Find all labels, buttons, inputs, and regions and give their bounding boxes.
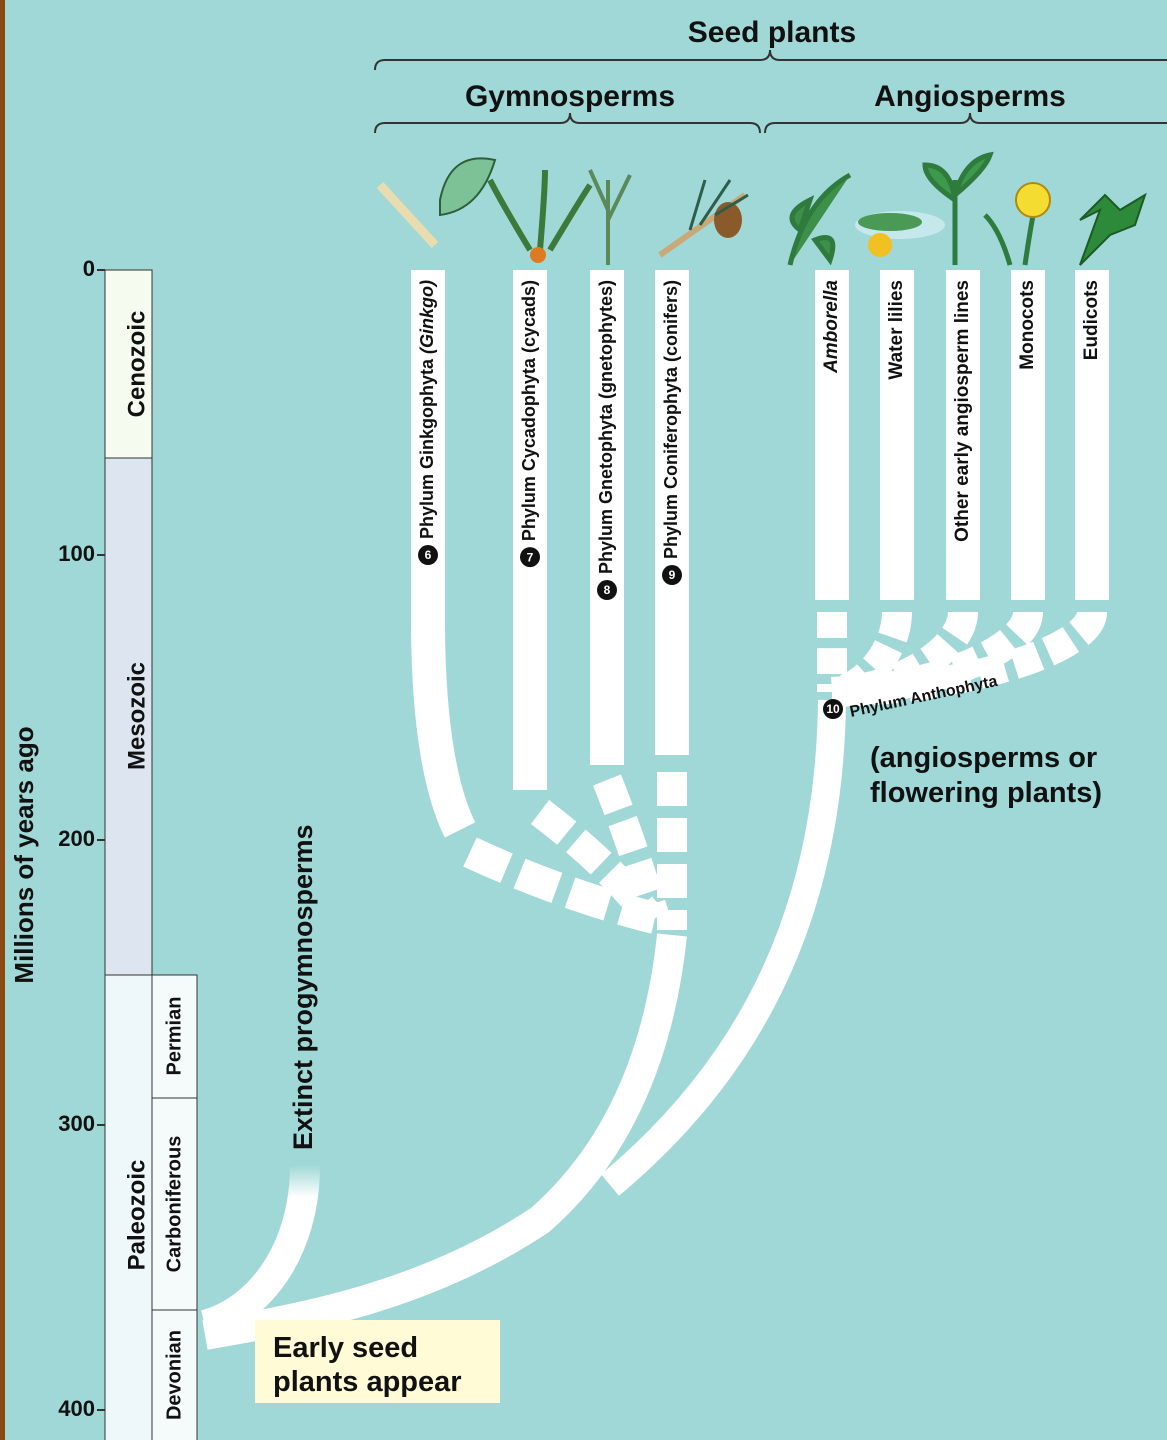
lineage-label: Phylum Gnetophyta (gnetophytes) [596,280,616,574]
badge-number: 10 [826,702,840,716]
common-name: (conifers) [661,280,681,362]
brace [765,113,1167,133]
lineage-label: Phylum Cycadophyta (cycads) [519,280,539,541]
angiosperms-label: Angiosperms [874,80,1066,113]
common-name: (Ginkgo) [417,280,437,354]
page: Seed plants Gymnosperms Angiosperms [0,0,1167,1440]
tick-label: 200 [58,826,95,851]
badge-number: 6 [425,548,432,562]
tick-label: 100 [58,541,95,566]
icon [790,175,850,265]
badge-number: 9 [669,568,676,582]
branch [205,1165,305,1325]
icon [490,170,590,250]
icon [1016,183,1050,217]
extinct-label: Extinct progymnosperms [288,824,318,1150]
branch [610,700,832,1185]
lineage-label: Amborella [821,280,842,374]
lineage-label: Water lilies [886,280,907,380]
common-name: (gnetophytes) [596,280,616,399]
badge-number: 8 [604,583,611,597]
seed-plants-label: Seed plants [688,16,856,49]
icon [530,247,546,263]
badge-number: 7 [527,550,534,564]
note: (angiosperms or [870,742,1097,774]
icon [858,213,922,231]
tick-label: 300 [58,1111,95,1136]
axis-label: Millions of years ago [9,726,39,983]
edge-strip [0,0,5,1440]
icon [380,185,435,245]
gymnosperms-label: Gymnosperms [465,80,675,113]
period-label: Devonian [163,1330,185,1420]
period-label: Carboniferous [163,1136,185,1273]
icon [590,170,630,265]
lineage-label: Other early angiosperm lines [952,280,973,542]
icon [440,158,495,215]
phylum-name: Phylum Gnetophyta [596,403,616,574]
lineage-label: Phylum Coniferophyta (conifers) [661,280,681,559]
era-label: Paleozoic [123,1160,150,1271]
lineage-label: Eudicots [1081,280,1102,360]
phylum-name: Phylum Ginkgophyta [417,358,437,539]
tick-label: 400 [58,1396,95,1421]
phylum-name: Phylum Cycadophyta [519,357,539,541]
lineage-label: Monocots [1017,280,1038,370]
icon [1080,195,1145,265]
phylum-name: Phylum Coniferophyta [661,366,681,559]
period-label: Permian [163,997,185,1076]
brace [375,113,760,133]
origin-label: plants appear [273,1366,462,1398]
brace [375,50,1167,70]
icon [868,233,892,257]
lineage-label: Phylum Ginkgophyta (Ginkgo) [417,280,437,539]
origin-label: Early seed [273,1332,418,1364]
note: flowering plants) [870,777,1102,809]
plant-icons [380,155,1145,265]
tick-label: 0 [83,256,95,281]
icon [925,155,990,265]
era-label: Cenozoic [123,311,150,418]
diagram: Seed plants Gymnosperms Angiosperms [0,0,1167,1440]
era-label: Mesozoic [123,662,150,770]
common-name: (cycads) [519,280,539,353]
